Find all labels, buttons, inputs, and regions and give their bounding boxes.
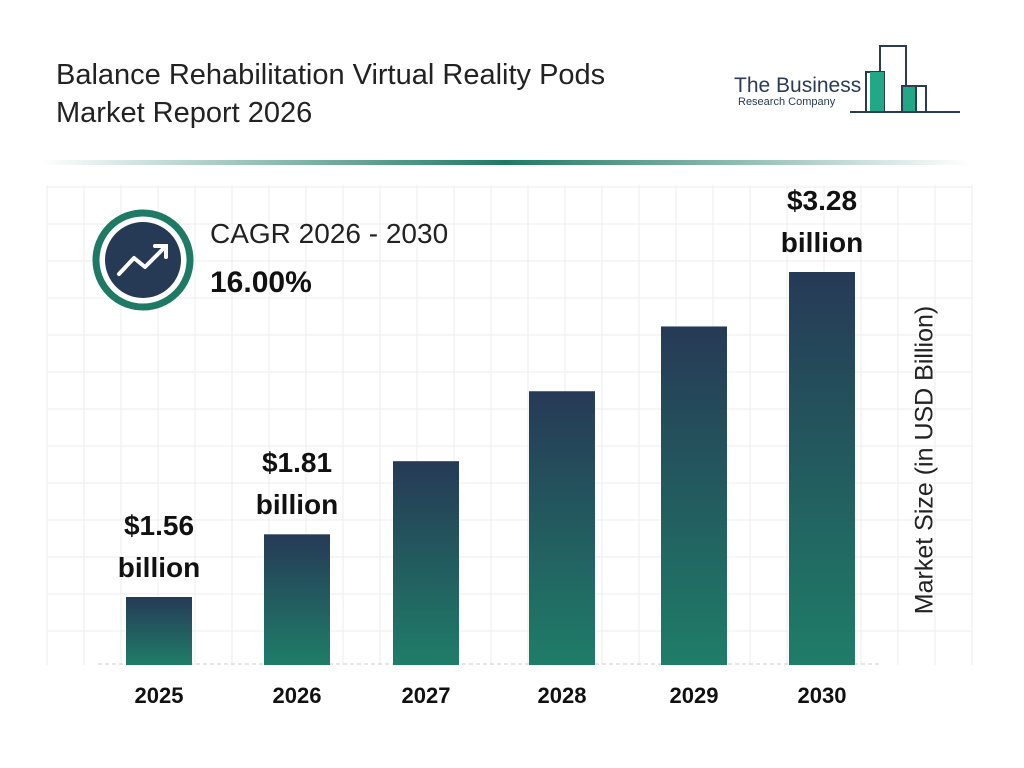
- title-line-2: Market Report 2026: [56, 97, 313, 129]
- logo-text-1: The Business: [734, 74, 862, 97]
- bar-2029: [661, 326, 727, 665]
- data-label-unit: billion: [117, 552, 201, 583]
- title-line-1: Balance Rehabilitation Virtual Reality P…: [56, 59, 606, 91]
- cagr-value: 16.00%: [210, 266, 312, 299]
- cagr-label: CAGR 2026 - 2030: [210, 218, 449, 249]
- x-tick-label: 2029: [669, 683, 719, 708]
- chart-title: Balance Rehabilitation Virtual Reality P…: [56, 56, 605, 132]
- y-axis-label: Market Size (in USD Billion): [910, 305, 939, 615]
- x-tick-label: 2026: [272, 683, 322, 708]
- logo-text-2: Research Company: [738, 96, 836, 108]
- data-label: $1.81 billion: [217, 442, 377, 526]
- company-logo: The Business Research Company: [730, 44, 970, 119]
- trending-up-icon: [117, 245, 167, 276]
- data-label-unit: billion: [255, 489, 339, 521]
- cagr-badge-inner: [105, 222, 181, 298]
- x-tick-label: 2028: [537, 683, 587, 708]
- bar-2030: [789, 272, 855, 665]
- x-tick-label: 2025: [134, 683, 184, 708]
- data-label: $1.56 billion: [79, 505, 239, 589]
- data-label-amount: $1.81: [261, 447, 333, 479]
- data-label-amount: $3.28: [786, 185, 858, 216]
- bar-2025: [126, 597, 192, 665]
- data-label: $3.28 billion: [742, 180, 902, 264]
- header-divider: [40, 160, 970, 165]
- bar-2027: [393, 461, 459, 665]
- x-tick-label: 2030: [797, 683, 847, 708]
- arrow-head-icon: [153, 244, 168, 259]
- logo-buildings-icon: [850, 45, 960, 113]
- data-label-unit: billion: [780, 227, 864, 258]
- x-tick-label: 2027: [401, 683, 451, 708]
- data-label-amount: $1.56: [123, 510, 195, 541]
- bar-2026: [264, 534, 330, 665]
- bar-2028: [529, 391, 595, 665]
